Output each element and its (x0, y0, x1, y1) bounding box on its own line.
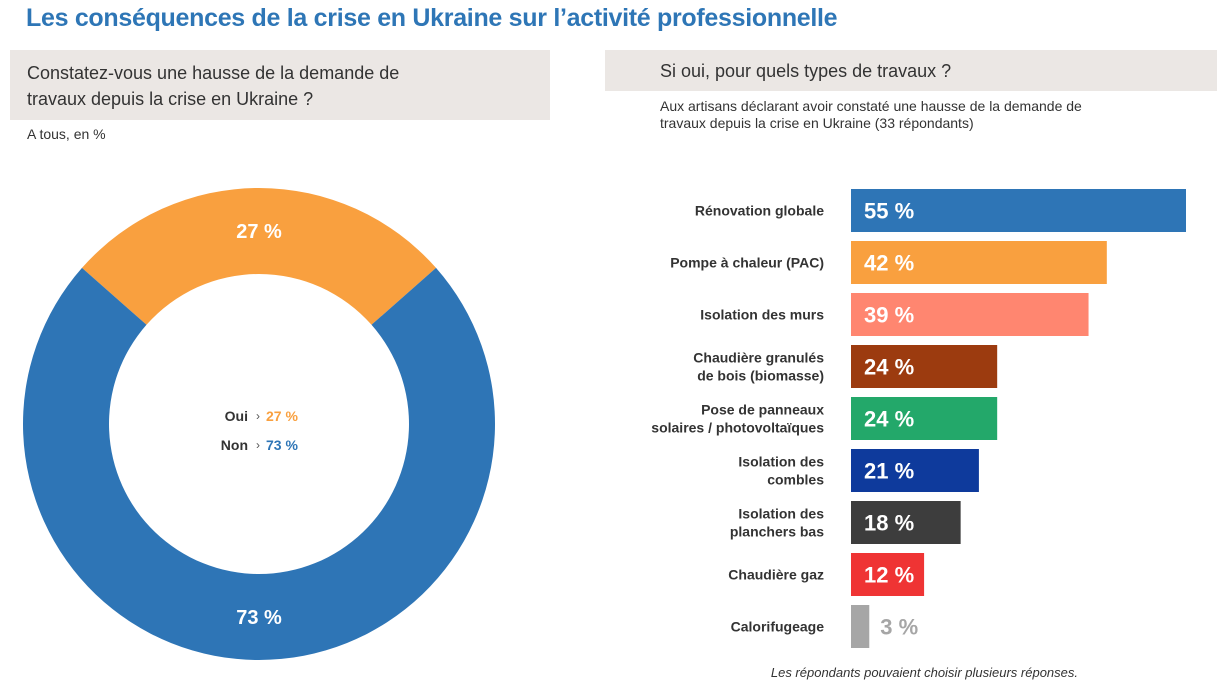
bar-2 (851, 293, 1089, 336)
bar-value-label-0: 55 % (864, 199, 914, 224)
bar-category-label-2: Isolation des murs (700, 307, 824, 323)
right-basis-line-2: travaux depuis la crise en Ukraine (33 r… (660, 115, 974, 131)
bar-value-label-8: 3 % (880, 615, 918, 640)
bar-3 (851, 345, 998, 388)
left-question-line-1: Constatez-vous une hausse de la demande … (27, 63, 400, 83)
bar-value-label-6: 18 % (864, 511, 914, 536)
donut-label-non: 73 % (236, 607, 282, 629)
donut-slice-non (22, 267, 495, 660)
bar-category-label-6: Isolation des planchers bas (730, 506, 824, 540)
page-title: Les conséquences de la crise en Ukraine … (26, 4, 838, 32)
bar-4 (851, 397, 998, 440)
bar-value-label-2: 39 % (864, 303, 914, 328)
bar-value-label-5: 21 % (864, 459, 914, 484)
bar-category-label-7: Chaudière gaz (728, 567, 824, 583)
bar-8 (851, 605, 870, 648)
bar-category-label-5: Isolation des combles (738, 454, 824, 488)
right-basis-line-1: Aux artisans déclarant avoir constaté un… (660, 98, 1082, 114)
chevron-right-icon: › (256, 408, 260, 423)
left-question-line-2: travaux depuis la crise en Ukraine ? (27, 89, 314, 109)
bar-7 (851, 553, 925, 596)
bar-value-label-4: 24 % (864, 407, 914, 432)
right-question-box: Si oui, pour quels types de travaux ? (605, 50, 1217, 91)
legend-value-oui: 27 % (266, 407, 298, 424)
legend-label-non: Non (220, 436, 248, 453)
donut-legend: Oui › 27 % Non › 73 % (200, 401, 360, 459)
right-question: Si oui, pour quels types de travaux ? (660, 61, 952, 81)
donut-label-oui: 27 % (236, 221, 282, 243)
bar-category-label-0: Rénovation globale (695, 203, 824, 219)
right-basis-note: Aux artisans déclarant avoir constaté un… (660, 98, 1200, 132)
footnote: Les répondants pouvaient choisir plusieu… (770, 665, 1078, 680)
legend-value-non: 73 % (266, 436, 298, 453)
chevron-right-icon: › (256, 437, 260, 452)
bar-category-label-4: Pose de panneaux solaires / photovoltaïqu… (651, 402, 824, 436)
bar-category-label-8: Calorifugeage (731, 619, 825, 635)
bar-6 (851, 501, 961, 544)
legend-row-oui: Oui › 27 % (200, 401, 360, 430)
bar-0 (851, 189, 1186, 232)
bar-category-label-3: Chaudière granulés de bois (biomasse) (693, 350, 824, 384)
legend-label-oui: Oui (224, 407, 248, 424)
bar-value-label-1: 42 % (864, 251, 914, 276)
left-basis-note: A tous, en % (27, 126, 106, 142)
bar-value-label-3: 24 % (864, 355, 914, 380)
donut-slice-oui (81, 187, 437, 325)
left-question-box: Constatez-vous une hausse de la demande … (10, 50, 550, 120)
bar-value-label-7: 12 % (864, 563, 914, 588)
bar-5 (851, 449, 979, 492)
legend-row-non: Non › 73 % (200, 430, 360, 459)
bar-1 (851, 241, 1107, 284)
bar-category-label-1: Pompe à chaleur (PAC) (670, 255, 824, 271)
